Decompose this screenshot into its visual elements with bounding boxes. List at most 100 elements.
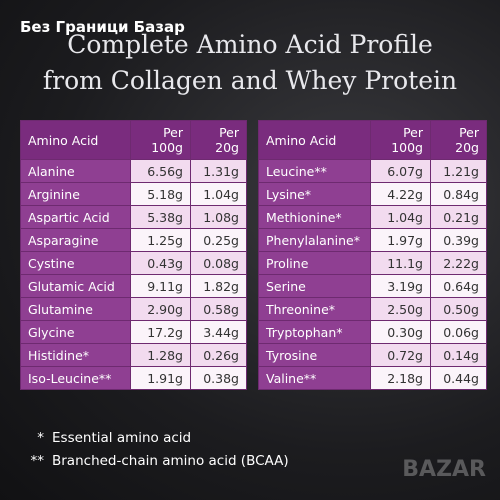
value-cell: 0.39g	[430, 228, 487, 252]
value-cell: 0.06g	[430, 320, 487, 344]
value-cell: 9.11g	[130, 274, 191, 298]
value-cell: 0.64g	[430, 274, 487, 298]
footnote-mark: **	[30, 453, 45, 469]
value-cell: 0.50g	[430, 297, 487, 321]
name-cell: Histidine*	[20, 343, 131, 367]
value-cell: 6.56g	[130, 159, 191, 183]
value-cell: 1.04g	[370, 205, 431, 229]
value-cell: 0.84g	[430, 182, 487, 206]
value-cell: 1.21g	[430, 159, 487, 183]
name-cell: Arginine	[20, 182, 131, 206]
name-cell: Asparagine	[20, 228, 131, 252]
row: Asparagine 1.25g 0.25g	[20, 228, 247, 252]
value-cell: 1.04g	[190, 182, 247, 206]
name-cell: Valine**	[258, 366, 371, 390]
value-cell: 0.38g	[190, 366, 247, 390]
name-cell: Threonine*	[258, 297, 371, 321]
header-row: Amino Acid Per 100g Per 20g	[20, 120, 247, 160]
header-cell: Per 20g	[430, 120, 487, 160]
row: Glycine 17.2g 3.44g	[20, 320, 247, 344]
name-cell: Proline	[258, 251, 371, 275]
value-cell: 0.21g	[430, 205, 487, 229]
value-cell: 0.58g	[190, 297, 247, 321]
name-cell: Tryptophan*	[258, 320, 371, 344]
value-cell: 3.44g	[190, 320, 247, 344]
value-cell: 2.22g	[430, 251, 487, 275]
row: Glutamic Acid 9.11g 1.82g	[20, 274, 247, 298]
header-cell: Per 100g	[130, 120, 191, 160]
row: Tyrosine 0.72g 0.14g	[258, 343, 487, 367]
name-cell: Tyrosine	[258, 343, 371, 367]
value-cell: 1.25g	[130, 228, 191, 252]
value-cell: 17.2g	[130, 320, 191, 344]
amino-table: Amino Acid Per 100g Per 20g Leucine** 6.07g 1…	[258, 120, 487, 390]
value-cell: 0.08g	[190, 251, 247, 275]
value-cell: 2.18g	[370, 366, 431, 390]
row: Cystine 0.43g 0.08g	[20, 251, 247, 275]
row: Aspartic Acid 5.38g 1.08g	[20, 205, 247, 229]
name-cell: Serine	[258, 274, 371, 298]
value-cell: 2.90g	[130, 297, 191, 321]
name-cell: Leucine**	[258, 159, 371, 183]
name-cell: Glutamine	[20, 297, 131, 321]
name-cell: Lysine*	[258, 182, 371, 206]
header-cell: Amino Acid	[258, 120, 371, 160]
name-cell: Glycine	[20, 320, 131, 344]
value-cell: 5.38g	[130, 205, 191, 229]
row: Iso-Leucine** 1.91g 0.38g	[20, 366, 247, 390]
name-cell: Aspartic Acid	[20, 205, 131, 229]
value-cell: 4.22g	[370, 182, 431, 206]
value-cell: 0.43g	[130, 251, 191, 275]
value-cell: 6.07g	[370, 159, 431, 183]
row: Lysine* 4.22g 0.84g	[258, 182, 487, 206]
logo: BAZAR	[402, 457, 486, 482]
row: Phenylalanine* 1.97g 0.39g	[258, 228, 487, 252]
row: Tryptophan* 0.30g 0.06g	[258, 320, 487, 344]
row: Methionine* 1.04g 0.21g	[258, 205, 487, 229]
row: Arginine 5.18g 1.04g	[20, 182, 247, 206]
row: Threonine* 2.50g 0.50g	[258, 297, 487, 321]
header-cell: Per 20g	[190, 120, 247, 160]
row: Leucine** 6.07g 1.21g	[258, 159, 487, 183]
value-cell: 0.44g	[430, 366, 487, 390]
value-cell: 1.28g	[130, 343, 191, 367]
row: Glutamine 2.90g 0.58g	[20, 297, 247, 321]
value-cell: 0.72g	[370, 343, 431, 367]
value-cell: 1.08g	[190, 205, 247, 229]
name-cell: Iso-Leucine**	[20, 366, 131, 390]
value-cell: 1.31g	[190, 159, 247, 183]
footnote: ** Branched-chain amino acid (BCAA)	[22, 453, 289, 469]
value-cell: 5.18g	[130, 182, 191, 206]
footnote: * Essential amino acid	[22, 430, 191, 446]
value-cell: 0.30g	[370, 320, 431, 344]
value-cell: 2.50g	[370, 297, 431, 321]
name-cell: Phenylalanine*	[258, 228, 371, 252]
row: Alanine 6.56g 1.31g	[20, 159, 247, 183]
value-cell: 3.19g	[370, 274, 431, 298]
value-cell: 0.26g	[190, 343, 247, 367]
row: Proline 11.1g 2.22g	[258, 251, 487, 275]
watermark: Без Граници Базар	[20, 18, 185, 36]
name-cell: Alanine	[20, 159, 131, 183]
value-cell: 0.14g	[430, 343, 487, 367]
value-cell: 0.25g	[190, 228, 247, 252]
name-cell: Glutamic Acid	[20, 274, 131, 298]
footnote-text: Essential amino acid	[52, 430, 192, 446]
footnote-text: Branched-chain amino acid (BCAA)	[52, 453, 289, 469]
amino-table: Amino Acid Per 100g Per 20g Alanine 6.56g 1.3…	[20, 120, 247, 390]
title-line: from Collagen and Whey Protein	[42, 66, 458, 95]
value-cell: 11.1g	[370, 251, 431, 275]
name-cell: Methionine*	[258, 205, 371, 229]
row: Valine** 2.18g 0.44g	[258, 366, 487, 390]
value-cell: 1.82g	[190, 274, 247, 298]
value-cell: 1.91g	[130, 366, 191, 390]
header-cell: Amino Acid	[20, 120, 131, 160]
value-cell: 1.97g	[370, 228, 431, 252]
row: Histidine* 1.28g 0.26g	[20, 343, 247, 367]
title-line: Complete Amino Acid Profile	[67, 30, 433, 59]
name-cell: Cystine	[20, 251, 131, 275]
header-row: Amino Acid Per 100g Per 20g	[258, 120, 487, 160]
header-cell: Per 100g	[370, 120, 431, 160]
row: Serine 3.19g 0.64g	[258, 274, 487, 298]
